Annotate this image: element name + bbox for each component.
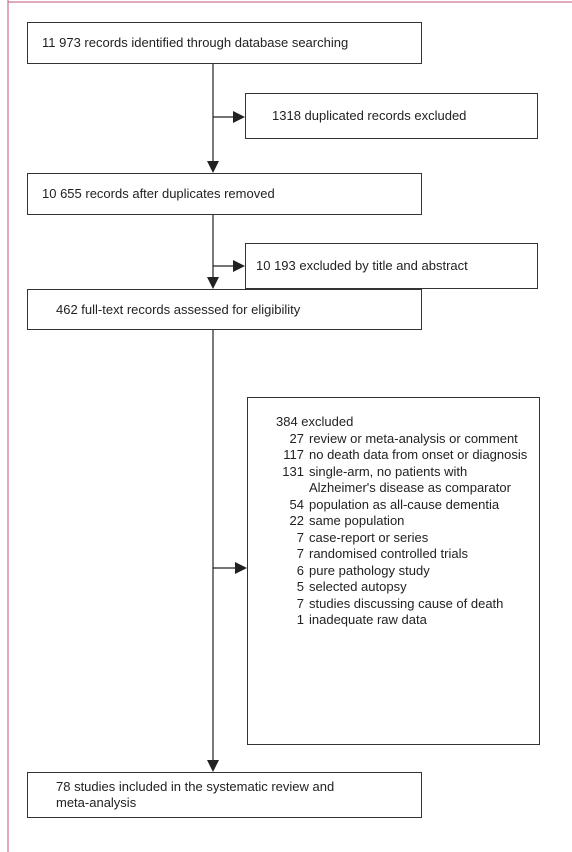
exclusion-item: 1 inadequate raw data (276, 612, 531, 629)
exclusion-reason: randomised controlled trials (309, 546, 468, 561)
exclusion-count: 27 (289, 430, 304, 446)
arrowhead (207, 161, 219, 173)
exclusion-reason: population as all-cause dementia (309, 496, 500, 512)
arrowhead (235, 562, 247, 574)
flow-box: 1318 duplicated records excluded (245, 93, 538, 139)
exclusion-reason: case-report or series (309, 529, 429, 545)
exclusion-count: 7 (296, 529, 304, 545)
exclusion-item: 5 selected autopsy (276, 579, 531, 596)
exclusion-reason: review or meta-analysis or comment (309, 430, 518, 446)
exclusion-count: 117 (283, 447, 304, 462)
exclusion-header: 384 excluded (276, 414, 354, 429)
exclusion-count: 5 (296, 579, 304, 594)
exclusion-item: 7 case-report or series (276, 530, 531, 547)
exclusion-count: 1 (296, 612, 304, 627)
exclusion-count: 131 (282, 463, 304, 479)
exclusion-item: 117 no death data from onset or diagnosis (276, 447, 531, 464)
flow-box: 10 655 records after duplicates removed (27, 173, 422, 215)
exclusion-item: 22 same population (276, 513, 531, 530)
exclusion-count: 7 (296, 595, 304, 611)
flow-box: 78 studies included in the systematic re… (27, 772, 422, 818)
exclusion-count: 54 (289, 496, 304, 512)
exclusion-item: 7 studies discussing cause of death (276, 596, 531, 613)
exclusion-item: 54 population as all-cause dementia (276, 497, 531, 514)
arrowhead (207, 760, 219, 772)
exclusion-count: 6 (296, 562, 304, 578)
flow-box: 462 full-text records assessed for eligi… (27, 289, 422, 330)
arrowhead (207, 277, 219, 289)
exclusion-box: 384 excluded 27 review or meta-analysis o… (247, 397, 540, 745)
exclusion-reason: inadequate raw data (309, 612, 427, 627)
exclusion-count: 7 (296, 546, 304, 561)
exclusion-item: 7 randomised controlled trials (276, 546, 531, 563)
exclusion-item: 27 review or meta-analysis or comment (276, 431, 531, 448)
exclusion-reason: no death data from onset or diagnosis (309, 447, 528, 462)
exclusion-reason: single-arm, no patients with Alzheimer's… (309, 463, 511, 496)
exclusion-reason: same population (309, 513, 405, 528)
flow-box: 10 193 excluded by title and abstract (245, 243, 538, 289)
flow-box: 11 973 records identified through databa… (27, 22, 422, 64)
exclusion-item: 131 single-arm, no patients with Alzheime… (276, 464, 531, 497)
exclusion-reason: studies discussing cause of death (309, 595, 504, 611)
exclusion-count: 22 (289, 513, 304, 528)
exclusion-item: 6 pure pathology study (276, 563, 531, 580)
arrowhead (233, 260, 245, 272)
arrowhead (233, 111, 245, 123)
exclusion-reason: selected autopsy (309, 579, 407, 594)
exclusion-reason: pure pathology study (309, 562, 430, 578)
